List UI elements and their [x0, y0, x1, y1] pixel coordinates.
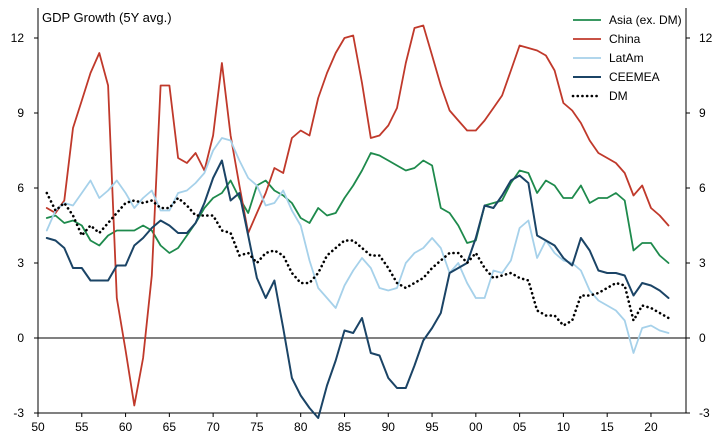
y-tick-label-left: 12 — [11, 31, 25, 45]
x-tick-label: 85 — [338, 420, 352, 434]
x-tick-label: 65 — [163, 420, 177, 434]
x-tick-label: 95 — [425, 420, 439, 434]
chart-legend: Asia (ex. DM) China LatAm CEEMEA DM — [571, 13, 682, 103]
x-tick-label: 05 — [513, 420, 527, 434]
legend-label-2: LatAm — [609, 51, 644, 65]
series-line-3 — [45, 159, 670, 419]
x-tick-label: 90 — [382, 420, 396, 434]
y-tick-label-right: 3 — [699, 256, 706, 270]
series-line-0 — [45, 152, 670, 264]
x-tick-label: 70 — [206, 420, 220, 434]
legend-label-0: Asia (ex. DM) — [609, 13, 682, 27]
x-tick-label: 80 — [294, 420, 308, 434]
x-tick-label: 20 — [644, 420, 658, 434]
chart-axes: 12 129 96 63 30 0-3 -350 55 60 65 70 75 80 85 90 95 00 05… — [11, 8, 713, 434]
y-tick-label-left: -3 — [13, 406, 24, 420]
x-tick-label: 75 — [250, 420, 264, 434]
y-tick-label-left: 6 — [17, 181, 24, 195]
x-tick-label: 10 — [557, 420, 571, 434]
series-line-1 — [45, 24, 670, 407]
x-tick-label: 15 — [601, 420, 615, 434]
y-tick-label-right: 9 — [699, 106, 706, 120]
legend-label-1: China — [609, 32, 641, 46]
y-tick-label-right: 0 — [699, 331, 706, 345]
y-tick-label-right: 12 — [699, 31, 713, 45]
x-tick-label: 55 — [75, 420, 89, 434]
y-tick-label-right: 6 — [699, 181, 706, 195]
y-tick-label-left: 3 — [17, 256, 24, 270]
y-tick-label-left: 9 — [17, 106, 24, 120]
series-line-2 — [45, 137, 670, 354]
legend-label-4: DM — [609, 89, 628, 103]
chart-series — [45, 24, 670, 419]
y-tick-label-right: -3 — [699, 406, 710, 420]
y-tick-label-left: 0 — [17, 331, 24, 345]
series-line-4 — [45, 191, 670, 327]
legend-label-3: CEEMEA — [609, 70, 660, 84]
x-tick-label: 60 — [119, 420, 133, 434]
x-tick-label: 50 — [31, 420, 45, 434]
x-tick-label: 00 — [469, 420, 483, 434]
chart-title: GDP Growth (5Y avg.) — [42, 10, 172, 25]
